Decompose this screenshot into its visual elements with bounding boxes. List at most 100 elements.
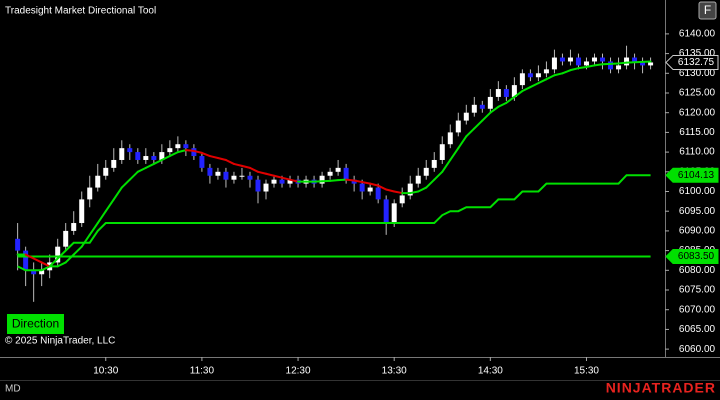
y-tick-label: 6140.00 <box>679 29 716 40</box>
y-tick-label: 6120.00 <box>679 107 716 118</box>
x-tick-label: 10:30 <box>93 366 118 377</box>
candle-body <box>255 179 261 192</box>
candle-body <box>183 144 189 149</box>
copyright: © 2025 NinjaTrader, LLC <box>5 336 115 347</box>
ma-segment <box>345 178 356 182</box>
candle-body <box>111 159 117 168</box>
candle-body <box>399 195 405 204</box>
ma-segment <box>80 233 91 248</box>
candle-body <box>55 246 61 263</box>
ma-segment <box>289 178 300 183</box>
x-tick-label: 11:30 <box>190 366 215 377</box>
ma-segment <box>248 166 259 173</box>
x-tick-label: 12:30 <box>286 366 311 377</box>
candle-body <box>39 270 45 275</box>
y-tick-label: 6090.00 <box>679 226 716 237</box>
ma-segment <box>120 178 131 189</box>
candle-body <box>127 148 133 153</box>
ma-segment <box>168 151 179 158</box>
ma-segment <box>489 105 500 114</box>
candle-body <box>319 175 325 184</box>
y-tick-label: 6110.00 <box>679 147 715 158</box>
ma-segment <box>561 69 572 75</box>
candle-body <box>215 171 221 176</box>
ma-segment <box>457 135 468 150</box>
ma-segment <box>481 111 492 122</box>
candle-body <box>567 57 573 62</box>
candle-body <box>223 171 229 180</box>
candle-body <box>391 203 397 224</box>
candle-body <box>167 148 173 153</box>
candle-body <box>15 238 21 251</box>
ma-segment <box>569 67 580 72</box>
ma-segment <box>273 174 284 179</box>
candle-body <box>287 179 293 184</box>
candle-body <box>519 73 525 86</box>
ma-segment <box>433 170 444 181</box>
ma-segment <box>144 162 155 169</box>
ma-segment <box>361 181 372 185</box>
y-tick-label: 6100.00 <box>679 186 716 197</box>
candle-body <box>511 85 517 97</box>
ma-segment <box>505 95 516 104</box>
candle-body <box>263 183 269 192</box>
ma-segment <box>88 222 99 236</box>
candle-body <box>279 179 285 184</box>
candle-body <box>559 57 565 62</box>
direction-button[interactable] <box>7 314 64 334</box>
y-tick-label: 6125.00 <box>679 88 716 99</box>
y-tick-label: 6060.00 <box>679 344 716 355</box>
ma-segment <box>553 72 564 77</box>
candle-body <box>63 230 69 247</box>
x-tick-label: 15:30 <box>574 366 599 377</box>
ma-segment <box>617 61 628 65</box>
ma-segment <box>176 149 187 154</box>
candle-body <box>159 152 165 160</box>
ma-segment <box>224 158 235 165</box>
chart-title: Tradesight Market Directional Tool <box>5 6 156 17</box>
ma-segment <box>497 101 508 108</box>
candle-body <box>648 62 654 66</box>
corner-button-label: F <box>704 3 711 17</box>
candle-body <box>495 89 501 97</box>
candle-body <box>487 96 493 109</box>
candle-body <box>591 57 597 62</box>
ma-segment <box>56 261 67 268</box>
level-price-box <box>665 249 719 265</box>
candle-body <box>31 270 37 275</box>
candle-body <box>527 73 533 78</box>
ma-segment <box>329 179 340 182</box>
candle-body <box>407 183 413 196</box>
candle-body <box>575 57 581 66</box>
candle-body <box>423 167 429 176</box>
candle-body <box>375 187 381 200</box>
candle-body <box>479 104 485 109</box>
candle-body <box>239 175 245 177</box>
candle-body <box>207 167 213 176</box>
candle-body <box>632 57 638 62</box>
y-tick-label: 6115.00 <box>679 127 715 138</box>
level-price-label: 6083.50 <box>678 251 715 262</box>
ma-segment <box>521 86 532 93</box>
ma-segment <box>585 64 596 68</box>
x-tick-label: 13:30 <box>382 366 407 377</box>
ma-segment <box>393 190 404 195</box>
candle-body <box>103 167 109 176</box>
y-tick-label: 6130.00 <box>679 68 716 79</box>
ma-segment <box>537 78 548 85</box>
candle-body <box>151 156 157 160</box>
ma-segment <box>281 176 292 181</box>
y-tick-label: 6070.00 <box>679 304 716 315</box>
ma-segment <box>152 158 163 165</box>
candle-body <box>367 187 373 192</box>
candle-body <box>327 171 333 176</box>
ma-segment <box>385 188 396 193</box>
stop-line <box>17 174 651 272</box>
candle-body <box>415 175 421 184</box>
corner-button[interactable] <box>698 1 717 20</box>
candle-body <box>231 175 237 180</box>
ma-segment <box>265 172 276 177</box>
ma-segment <box>184 149 195 152</box>
